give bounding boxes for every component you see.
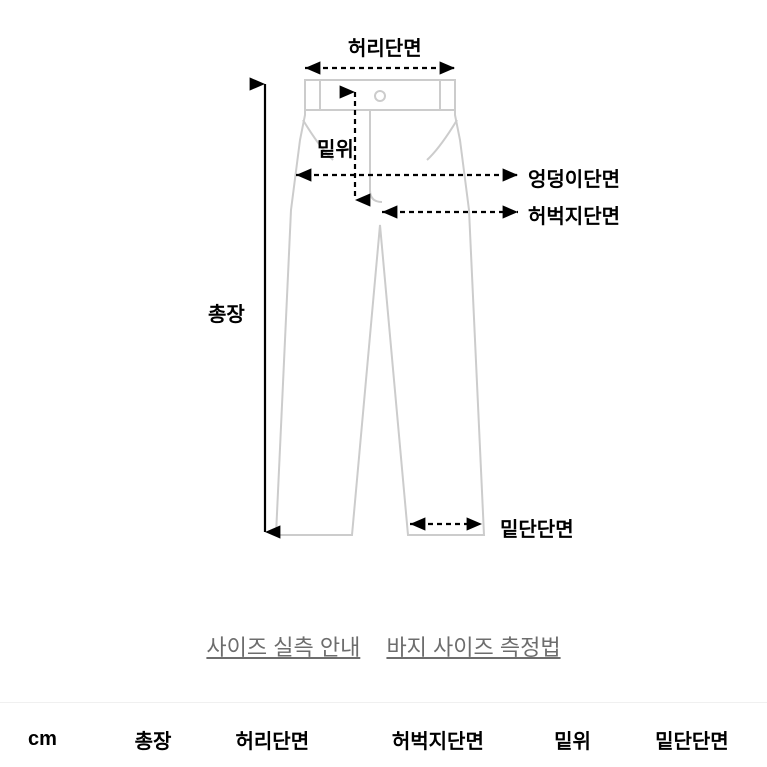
size-guide-link[interactable]: 사이즈 실측 안내 <box>206 635 360 660</box>
size-table: cm 총장 허리단면 허벅지단면 밑위 밑단단면 <box>0 702 767 764</box>
guide-links: 사이즈 실측 안내 바지 사이즈 측정법 <box>0 630 767 662</box>
col-header: 총장 <box>109 703 197 764</box>
label-hip: 엉덩이단면 <box>528 163 620 192</box>
label-thigh: 허벅지단면 <box>528 200 620 229</box>
pants-measurement-diagram: 허리단면 밑위 엉덩이단면 허벅지단면 총장 밑단단면 <box>0 0 767 590</box>
diagram-svg <box>0 0 767 590</box>
label-hem: 밑단단면 <box>500 513 574 542</box>
pants-outline <box>276 80 484 535</box>
unit-header: cm <box>0 703 109 764</box>
label-waist: 허리단면 <box>348 32 422 61</box>
pants-guide-link[interactable]: 바지 사이즈 측정법 <box>386 635 560 660</box>
col-header: 밑단단면 <box>617 703 767 764</box>
label-rise: 밑위 <box>317 133 354 162</box>
table-header-row: cm 총장 허리단면 허벅지단면 밑위 밑단단면 <box>0 703 767 764</box>
col-header: 밑위 <box>528 703 616 764</box>
label-length: 총장 <box>208 298 245 327</box>
col-header: 허벅지단면 <box>347 703 528 764</box>
col-header: 허리단면 <box>197 703 347 764</box>
